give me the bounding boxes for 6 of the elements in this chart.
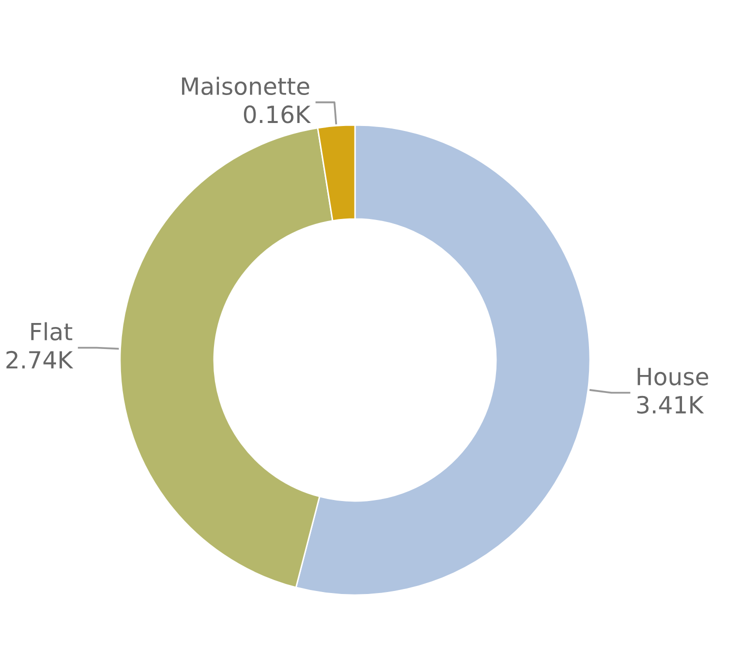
slice-label: House: [638, 368, 708, 386]
slice-label: Maisonette: [182, 76, 310, 96]
data-label: 3.41K: [637, 396, 704, 414]
data-label: 0.16K: [244, 105, 311, 124]
data-label: 2.74K: [6, 350, 74, 368]
slice-label: Flat: [31, 322, 72, 341]
